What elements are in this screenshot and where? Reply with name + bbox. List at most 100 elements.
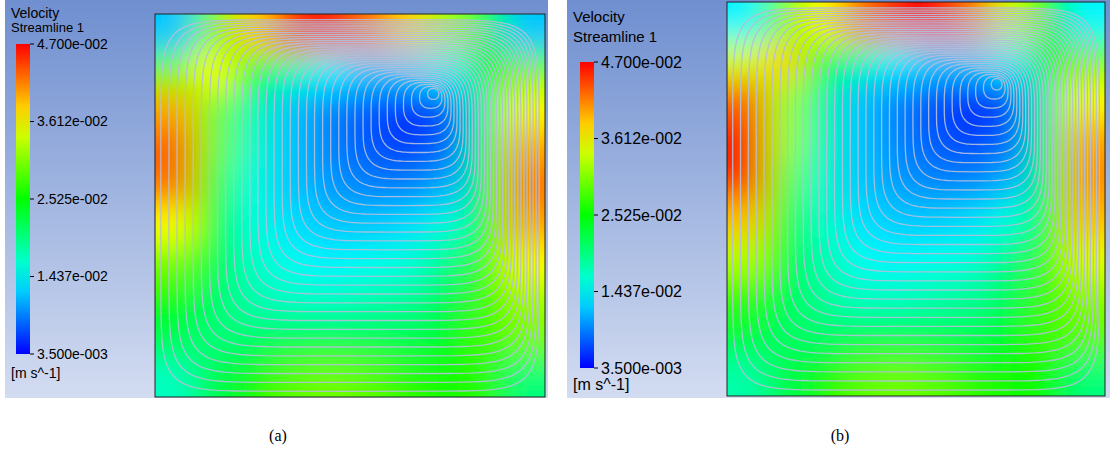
streamlines [733, 8, 1100, 390]
streamline [733, 8, 1100, 390]
streamline [835, 36, 1061, 272]
streamline [811, 29, 1070, 299]
cell [840, 317, 879, 357]
velocity-field [155, 14, 545, 397]
streamline [772, 19, 1085, 345]
cell [194, 206, 234, 245]
streamline [201, 30, 524, 347]
cell [765, 81, 804, 121]
domain-frame [727, 2, 1105, 396]
streamline [842, 38, 1058, 263]
cell [389, 282, 429, 321]
colorbar-tick [594, 291, 598, 292]
streamline [331, 64, 476, 206]
streamline [282, 51, 493, 259]
streamline [226, 36, 515, 320]
colorbar-label: 3.500e-003 [601, 360, 682, 377]
cell [992, 317, 1031, 357]
colorbar-label: 4.700e-002 [37, 36, 108, 52]
streamline [858, 42, 1052, 244]
cell [992, 160, 1031, 200]
cell [954, 199, 993, 239]
cell [765, 160, 804, 200]
colorbar-tick [30, 44, 34, 45]
streamline [913, 57, 1032, 181]
streamline [355, 70, 466, 179]
colorbar-tick [30, 121, 34, 122]
streamline [428, 89, 439, 100]
title: Velocity [11, 5, 59, 21]
cell [803, 160, 842, 200]
cell [916, 160, 955, 200]
streamline [218, 34, 518, 329]
streamlines [161, 20, 539, 392]
streamline [788, 23, 1079, 327]
caption: (a) [269, 427, 287, 445]
streamline [347, 68, 469, 188]
cell [194, 320, 234, 359]
streamline [882, 49, 1044, 218]
streamline [339, 66, 473, 197]
streamline [234, 39, 512, 312]
colorbar-label: 3.500e-003 [37, 346, 108, 362]
cell [765, 120, 804, 160]
streamline [177, 24, 533, 374]
colorbar-tick [594, 368, 598, 369]
cell [194, 244, 234, 283]
streamline [306, 57, 484, 232]
streamline [741, 10, 1097, 381]
colorbar [16, 44, 30, 354]
streamline [976, 74, 1008, 108]
velocity-field [727, 2, 1105, 396]
cell [916, 199, 955, 239]
streamline [850, 40, 1055, 254]
streamline [984, 77, 1006, 100]
streamline [315, 59, 482, 223]
streamline [209, 32, 521, 338]
streamline [323, 61, 479, 214]
colorbar-tick [30, 276, 34, 277]
colorbar-tick [594, 215, 598, 216]
streamline [991, 79, 1002, 90]
unit-label: [m s^-1] [11, 365, 60, 381]
streamline [780, 21, 1082, 336]
cell [350, 320, 390, 359]
cell [878, 278, 917, 318]
plot-area [155, 14, 545, 397]
panel: 4.700e-0023.612e-0022.525e-0021.437e-002… [5, 0, 586, 438]
colorbar-label: 1.437e-002 [37, 268, 108, 284]
streamline [387, 78, 454, 144]
streamline [185, 26, 530, 365]
streamline [921, 59, 1029, 171]
streamline [827, 34, 1064, 281]
cell [954, 278, 993, 318]
colorbar-tick [30, 199, 34, 200]
cell [350, 206, 390, 245]
streamline [395, 80, 451, 135]
streamline [795, 25, 1075, 317]
colorbar-label: 1.437e-002 [601, 283, 682, 300]
cell [765, 238, 804, 278]
cell [954, 317, 993, 357]
domain-frame [155, 14, 545, 397]
cell [428, 206, 468, 245]
panel: 4.700e-0023.612e-0022.525e-0021.437e-002… [567, 0, 1115, 437]
cell [194, 167, 234, 206]
subtitle: Streamline 1 [11, 20, 84, 35]
colorbar-tick [594, 138, 598, 139]
streamline [952, 68, 1017, 135]
cell [916, 317, 955, 357]
streamline [897, 53, 1037, 199]
streamline [819, 32, 1067, 291]
cell [992, 199, 1031, 239]
streamline [420, 86, 442, 108]
cell [954, 160, 993, 200]
caption: (b) [831, 427, 850, 445]
cell [916, 278, 955, 318]
plot-area [727, 2, 1105, 396]
cell [389, 320, 429, 359]
subtitle: Streamline 1 [573, 28, 657, 45]
cell [428, 320, 468, 359]
cell [350, 167, 390, 206]
streamline [944, 66, 1020, 145]
